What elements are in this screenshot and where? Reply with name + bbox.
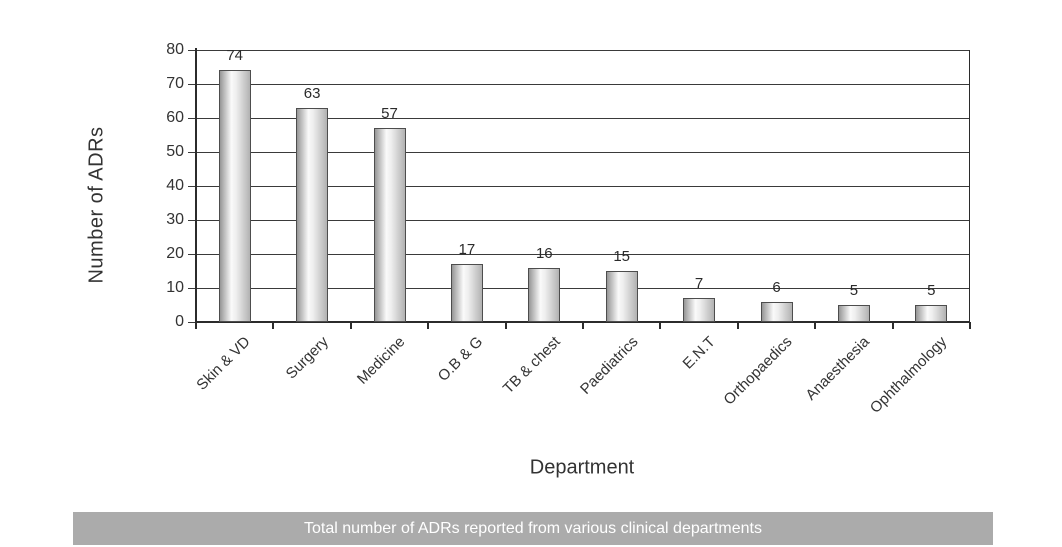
x-category-label: Skin & VD <box>193 333 255 394</box>
bar-value-label: 17 <box>458 241 476 259</box>
plot-right-border <box>969 50 970 322</box>
x-axis-tick <box>349 322 352 329</box>
gridline <box>196 287 970 289</box>
y-axis-tick <box>188 117 196 119</box>
x-category-label: Surgery <box>282 333 332 383</box>
x-axis-tick <box>195 322 197 329</box>
x-axis-tick <box>891 322 894 329</box>
bar-value-label: 6 <box>772 278 781 296</box>
bar <box>837 305 870 322</box>
y-axis-tick <box>188 151 196 153</box>
bar-value-label: 5 <box>849 282 859 299</box>
bar-value-label: 16 <box>535 244 553 262</box>
x-axis-tick <box>272 322 275 329</box>
x-category-label: Anaesthesia <box>802 333 874 404</box>
y-tick-label: 80 <box>166 41 184 58</box>
y-tick-label: 40 <box>166 177 184 194</box>
x-axis-tick <box>659 322 662 329</box>
y-axis-tick <box>188 83 196 85</box>
y-tick-label: 30 <box>166 211 184 228</box>
x-axis-tick <box>504 322 507 329</box>
y-tick-label: 60 <box>166 109 184 126</box>
gridline <box>196 185 970 187</box>
x-axis-title: Department <box>529 456 635 479</box>
y-axis-tick <box>188 253 196 255</box>
y-tick-label: 50 <box>166 143 184 160</box>
y-tick-label: 10 <box>166 279 184 296</box>
y-axis-line <box>195 48 197 324</box>
gridline <box>196 151 970 153</box>
x-category-label: TB & chest <box>499 333 564 398</box>
y-tick-label: 70 <box>166 75 184 92</box>
y-axis-tick <box>188 321 196 323</box>
bar <box>683 298 716 322</box>
bar <box>528 267 561 322</box>
x-category-label: E.N.T <box>679 333 719 373</box>
x-axis-tick <box>969 322 971 329</box>
x-category-label: Orthopaedics <box>720 333 796 409</box>
x-category-label: Ophthalmology <box>867 333 951 417</box>
x-axis-tick <box>814 322 817 329</box>
bar <box>605 271 638 322</box>
bar-value-label: 15 <box>613 248 631 265</box>
bar-value-label: 74 <box>226 47 244 65</box>
caption-banner: Total number of ADRs reported from vario… <box>73 512 993 545</box>
bar <box>450 264 483 322</box>
bar-value-label: 7 <box>694 275 704 293</box>
bar <box>915 305 948 322</box>
y-axis-tick <box>188 49 196 51</box>
bar-value-label: 57 <box>381 105 398 123</box>
x-axis-tick <box>427 322 430 329</box>
x-category-label: Medicine <box>354 333 409 388</box>
x-category-label: Paediatrics <box>576 333 642 398</box>
bar <box>760 301 793 322</box>
gridline <box>196 83 970 85</box>
gridline <box>196 49 970 51</box>
x-category-label: O.B & G <box>434 333 487 385</box>
bar <box>296 107 329 322</box>
bar <box>218 70 251 322</box>
gridline <box>196 219 970 221</box>
bar-value-label: 63 <box>303 84 321 102</box>
y-axis-tick <box>188 219 196 221</box>
y-axis-tick <box>188 185 196 187</box>
bar <box>373 128 406 322</box>
gridline <box>196 117 970 119</box>
y-axis-tick <box>188 287 196 289</box>
bar-value-label: 5 <box>927 282 936 299</box>
y-tick-label: 0 <box>175 313 184 330</box>
y-axis-title: Number of ADRs <box>85 126 108 284</box>
gridline <box>196 253 970 255</box>
y-tick-label: 20 <box>166 245 184 262</box>
x-axis-tick <box>736 322 739 329</box>
x-axis-tick <box>582 322 584 329</box>
